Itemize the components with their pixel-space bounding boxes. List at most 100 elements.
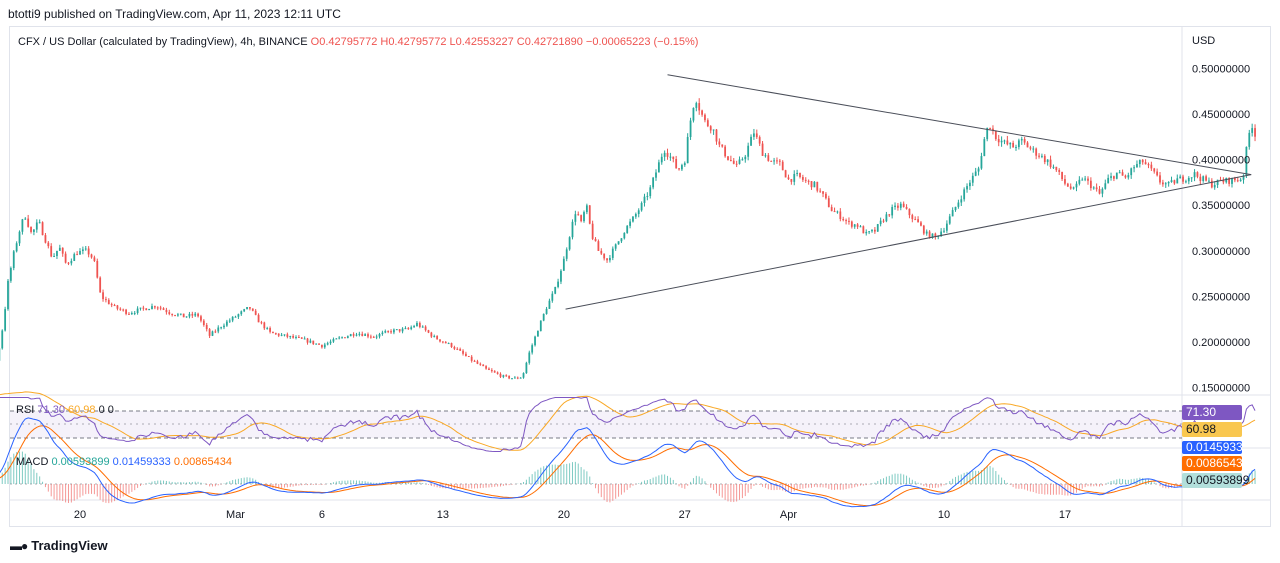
candle-body (692, 107, 695, 121)
macd-signal-line (0, 425, 1256, 507)
candle-body (496, 372, 499, 374)
candle-body (1173, 180, 1176, 184)
candle-body (246, 307, 248, 310)
candle-body (649, 187, 652, 196)
candle-body (81, 249, 84, 251)
candle-body (473, 360, 476, 362)
candle-body (1182, 176, 1184, 182)
candle-body (614, 244, 617, 249)
candle-body (272, 331, 274, 334)
trendlines-layer (565, 74, 1252, 310)
candle-body (99, 277, 102, 293)
candle-body (231, 316, 234, 321)
time-tick-label: 27 (679, 509, 691, 521)
candle-body (217, 327, 220, 332)
candle-body (1084, 178, 1087, 180)
candle-body (925, 231, 928, 234)
candle-body (56, 250, 58, 257)
candle-body (407, 328, 410, 330)
candle-body (1035, 148, 1038, 156)
time-tick-label: 13 (437, 509, 449, 521)
candle-body (505, 375, 508, 377)
candle-body (1020, 139, 1023, 141)
candle-body (372, 336, 375, 338)
candle-body (784, 170, 787, 178)
candle-body (283, 334, 286, 336)
price-axis-label: USD (1192, 35, 1215, 47)
candle-body (395, 329, 398, 331)
candle-body (516, 377, 519, 379)
candle-body (102, 292, 104, 300)
candle-body (280, 334, 283, 336)
candle-body (165, 309, 168, 313)
candle-body (105, 299, 107, 301)
candle-body (274, 333, 277, 335)
candle-body (888, 214, 891, 216)
candle-body (853, 224, 856, 227)
candle-body (830, 207, 833, 212)
candle-body (545, 308, 548, 314)
candle-body (885, 214, 888, 222)
candle-body (113, 305, 116, 307)
candle-body (1107, 177, 1110, 184)
candle-body (110, 304, 113, 306)
candle-body (588, 205, 591, 224)
candle-body (787, 177, 790, 180)
rsi-legend[interactable]: RSI 71.30 60.98 0 0 (16, 404, 114, 416)
candle-body (992, 128, 994, 131)
candle-body (761, 143, 764, 156)
candle-body (404, 328, 407, 330)
candle-body (1006, 140, 1009, 145)
candle-body (211, 331, 214, 336)
candle-body (303, 338, 306, 340)
candle-body (580, 215, 583, 222)
candle-body (436, 336, 439, 340)
footer-brand-text: TradingView (31, 538, 108, 553)
candle-body (721, 144, 724, 147)
candle-body (522, 373, 525, 378)
time-tick-label: Mar (226, 509, 245, 521)
candle-body (974, 171, 977, 176)
footer-brand[interactable]: ▬● TradingView (10, 538, 108, 553)
candle-body (963, 189, 966, 200)
candle-body (678, 168, 680, 170)
candle-body (934, 233, 937, 237)
symbol-name[interactable]: CFX / US Dollar (calculated by TradingVi… (18, 36, 308, 48)
candle-body (1101, 188, 1104, 194)
rsi-ma-badge: 60.98 (1182, 422, 1242, 437)
candle-body (804, 179, 807, 181)
candle-body (827, 198, 830, 208)
tradingview-logo-icon: ▬● (10, 538, 28, 553)
price-tick-label: 0.25000000 (1192, 291, 1250, 303)
candle-body (816, 181, 819, 191)
candle-body (908, 208, 911, 216)
candle-body (384, 331, 387, 333)
candle-body (640, 202, 643, 211)
candle-body (836, 211, 839, 213)
candle-body (879, 220, 882, 225)
candle-body (871, 229, 873, 232)
macd-signal-value: 0.00865434 (173, 456, 232, 468)
candle-body (70, 260, 73, 264)
candle-body (902, 203, 905, 207)
candle-body (911, 215, 914, 220)
candle-body (76, 254, 79, 256)
candle-body (200, 316, 202, 321)
candle-body (695, 103, 698, 108)
candle-body (609, 257, 611, 261)
candle-body (767, 155, 770, 161)
candle-body (1216, 179, 1219, 185)
candle-body (470, 356, 473, 361)
candle-body (689, 120, 692, 138)
rsi-badge: 71.30 (1182, 405, 1242, 420)
candle-body (197, 313, 199, 317)
rsi-extra: 0 0 (98, 404, 114, 416)
candle-body (1064, 179, 1066, 184)
candle-body (35, 222, 38, 230)
time-axis: 20 Mar 6 13 20 27 Apr 10 17 (74, 509, 1071, 521)
macd-histogram-value: 0.00593899 (51, 456, 110, 468)
candle-body (1115, 172, 1118, 179)
macd-legend[interactable]: MACD 0.00593899 0.01459333 0.00865434 (16, 456, 232, 468)
candle-body (562, 258, 565, 271)
